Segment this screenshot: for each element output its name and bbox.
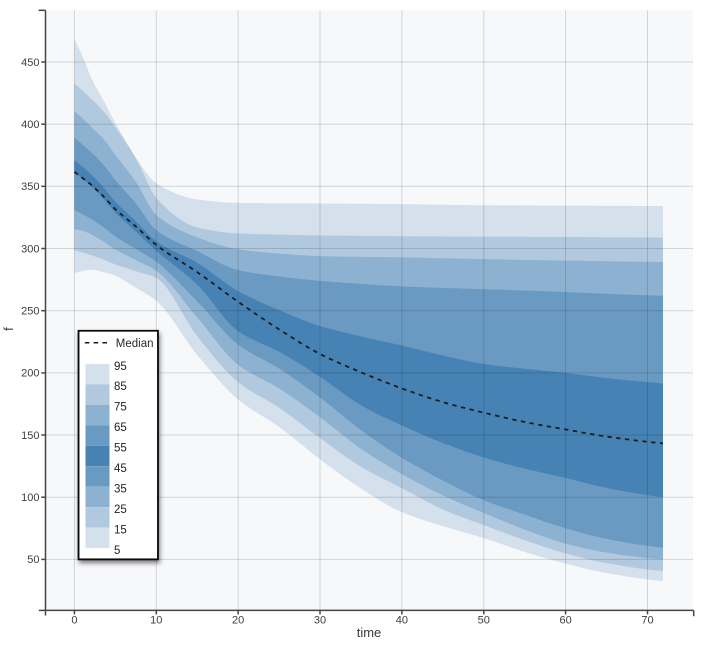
svg-text:f: f (1, 327, 16, 331)
svg-text:25: 25 (114, 504, 127, 516)
svg-text:50: 50 (27, 554, 39, 566)
svg-text:450: 450 (21, 57, 39, 69)
svg-text:15: 15 (114, 524, 127, 536)
svg-text:35: 35 (114, 484, 127, 496)
svg-text:0: 0 (71, 615, 77, 627)
svg-text:5: 5 (114, 545, 120, 557)
svg-text:85: 85 (114, 381, 127, 393)
svg-text:45: 45 (114, 463, 127, 475)
svg-text:75: 75 (114, 402, 127, 414)
svg-text:300: 300 (21, 243, 39, 255)
svg-text:70: 70 (641, 615, 653, 627)
svg-text:100: 100 (21, 492, 39, 504)
svg-text:10: 10 (150, 615, 162, 627)
svg-text:30: 30 (314, 615, 326, 627)
svg-text:60: 60 (559, 615, 571, 627)
svg-text:20: 20 (232, 615, 244, 627)
svg-text:400: 400 (21, 119, 39, 131)
svg-text:Median: Median (116, 338, 154, 350)
svg-text:95: 95 (114, 361, 127, 373)
svg-text:150: 150 (21, 430, 39, 442)
svg-text:65: 65 (114, 422, 127, 434)
svg-text:350: 350 (21, 181, 39, 193)
svg-text:50: 50 (478, 615, 490, 627)
svg-text:time: time (357, 625, 382, 640)
svg-text:55: 55 (114, 443, 127, 455)
svg-text:40: 40 (396, 615, 408, 627)
svg-text:250: 250 (21, 306, 39, 318)
svg-text:200: 200 (21, 368, 39, 380)
